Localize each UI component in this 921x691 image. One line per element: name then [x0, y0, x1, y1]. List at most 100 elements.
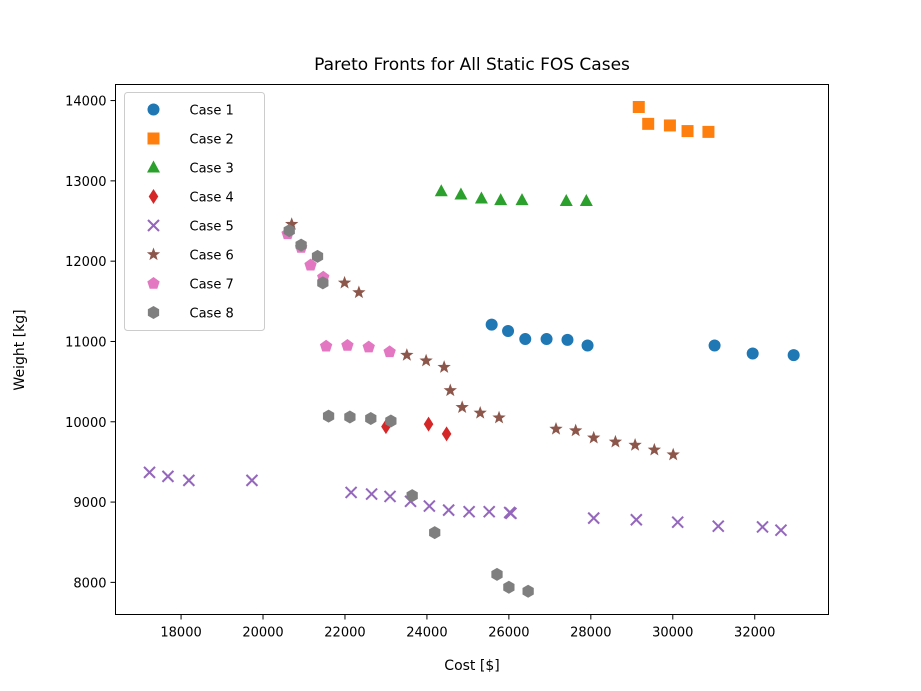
point-case-5	[712, 519, 725, 533]
legend-label-case-4: Case 4	[190, 191, 234, 206]
x-tick-label: 22000	[324, 626, 365, 641]
point-case-5	[365, 487, 378, 501]
x-tick-label: 30000	[652, 626, 693, 641]
point-case-6	[285, 217, 299, 230]
y-tick-label: 9000	[73, 496, 106, 511]
point-case-5	[423, 499, 436, 513]
point-case-6	[569, 423, 583, 437]
point-case-6	[492, 410, 506, 424]
point-case-6	[608, 434, 623, 448]
x-tick-label: 24000	[406, 626, 447, 641]
point-case-7	[319, 339, 333, 352]
y-tick-label: 14000	[65, 95, 106, 110]
point-case-8	[283, 224, 295, 238]
point-case-6	[352, 285, 366, 299]
point-case-6	[587, 430, 601, 444]
point-case-8	[322, 409, 335, 423]
point-case-8	[295, 238, 307, 252]
x-tick-label: 32000	[734, 626, 775, 641]
point-case-8	[365, 412, 377, 426]
point-case-6	[337, 275, 352, 289]
y-tick-label: 8000	[73, 576, 106, 591]
point-case-1	[519, 333, 532, 346]
x-axis-label: Cost [$]	[444, 658, 499, 674]
point-case-3	[434, 184, 448, 197]
point-case-5	[671, 515, 684, 529]
x-tick-label: 20000	[242, 626, 283, 641]
point-case-1	[787, 349, 800, 362]
point-case-5	[483, 505, 496, 518]
point-case-6	[443, 383, 457, 397]
point-case-5	[462, 505, 476, 518]
point-case-7	[304, 258, 317, 271]
point-case-3	[515, 193, 529, 206]
point-case-8	[491, 567, 503, 581]
y-tick-label: 12000	[65, 255, 106, 270]
point-case-6	[549, 422, 563, 435]
legend-label-case-7: Case 7	[190, 278, 234, 293]
point-case-5	[161, 470, 175, 483]
legend-label-case-6: Case 6	[190, 249, 234, 264]
point-case-1	[746, 347, 759, 360]
point-case-5	[245, 474, 259, 487]
legend-marker-case-6	[146, 247, 161, 261]
point-case-4	[423, 416, 434, 432]
point-case-5	[504, 507, 518, 520]
point-case-5	[630, 513, 643, 526]
point-case-1	[485, 318, 498, 331]
point-case-6	[419, 353, 433, 367]
legend-marker-case-1	[147, 103, 160, 116]
point-case-6	[666, 447, 680, 461]
plot-frame	[115, 84, 829, 615]
point-case-8	[344, 410, 356, 424]
point-case-5	[344, 486, 358, 499]
legend: Case 1 Case 2 Case 3 Case 4 Case 5 Case 6 Case…	[124, 92, 265, 331]
point-case-2	[702, 125, 715, 138]
legend-label-case-5: Case 5	[190, 220, 234, 235]
legend-marker-case-8	[147, 306, 160, 319]
x-tick-label: 26000	[488, 626, 529, 641]
point-case-6	[647, 442, 662, 456]
point-case-8	[522, 584, 534, 598]
point-case-6	[473, 405, 487, 419]
legend-label-case-2: Case 2	[190, 133, 234, 148]
point-case-8	[503, 580, 515, 594]
legend-marker-case-2	[147, 132, 160, 145]
point-case-5	[442, 503, 455, 517]
point-case-1	[502, 325, 515, 338]
ticks: 18000 20000 22000 24000 26000 28000 30000 32000…	[65, 95, 775, 641]
point-case-7	[341, 338, 354, 351]
y-tick-label: 10000	[65, 416, 106, 431]
point-case-7	[362, 340, 375, 353]
point-case-3	[579, 193, 593, 206]
x-tick-label: 28000	[570, 626, 611, 641]
chart-title: Pareto Fronts for All Static FOS Cases	[314, 55, 630, 75]
point-case-5	[756, 520, 769, 534]
point-case-3	[494, 193, 508, 206]
legend-label-case-8: Case 8	[190, 307, 234, 322]
point-case-6	[628, 438, 642, 451]
point-case-5	[774, 523, 788, 537]
legend-label-case-1: Case 1	[190, 104, 234, 119]
legend-box	[124, 92, 265, 331]
point-case-3	[454, 187, 468, 200]
point-case-3	[474, 191, 488, 204]
point-case-3	[559, 193, 573, 206]
point-case-5	[383, 490, 397, 503]
point-case-8	[311, 249, 324, 263]
point-case-8	[406, 489, 418, 503]
x-tick-label: 18000	[160, 626, 201, 641]
point-case-8	[385, 414, 397, 428]
point-case-2	[642, 117, 655, 130]
point-case-6	[400, 348, 414, 361]
legend-marker-case-3	[147, 160, 160, 173]
point-case-4	[441, 426, 452, 442]
point-case-5	[182, 474, 196, 487]
y-tick-label: 11000	[65, 335, 106, 350]
y-tick-label: 13000	[65, 175, 106, 190]
point-case-1	[540, 333, 553, 346]
point-case-8	[429, 526, 441, 540]
point-case-8	[317, 276, 329, 290]
point-case-2	[681, 125, 694, 138]
